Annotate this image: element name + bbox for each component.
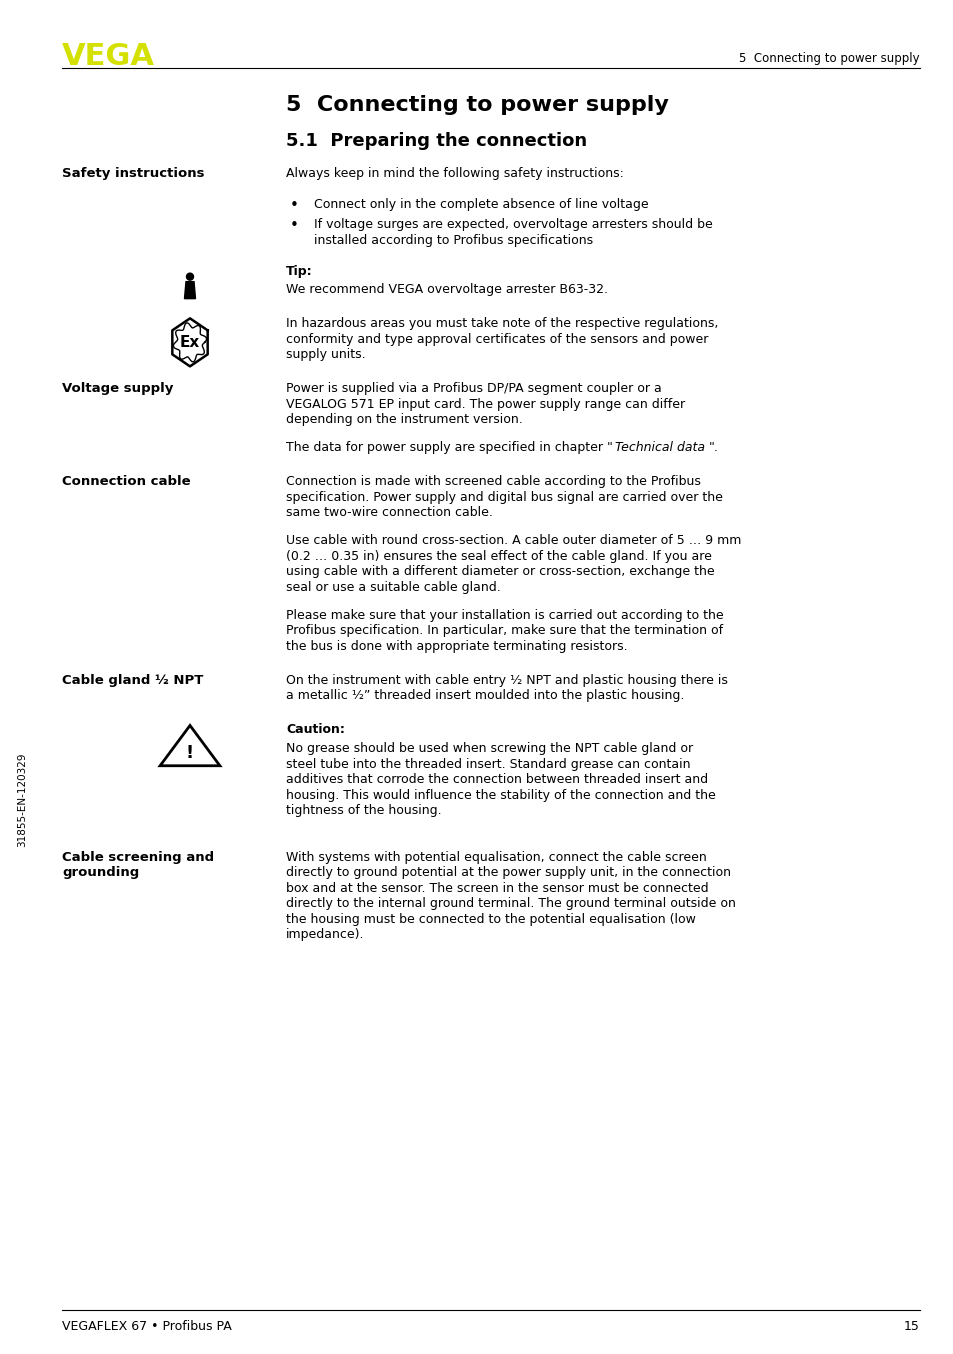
Text: Caution:: Caution: <box>286 723 345 737</box>
Text: Voltage supply: Voltage supply <box>62 382 173 395</box>
Text: 5.1  Preparing the connection: 5.1 Preparing the connection <box>286 131 586 150</box>
Text: a metallic ½” threaded insert moulded into the plastic housing.: a metallic ½” threaded insert moulded in… <box>286 689 683 703</box>
Text: box and at the sensor. The screen in the sensor must be connected: box and at the sensor. The screen in the… <box>286 881 708 895</box>
Text: No grease should be used when screwing the NPT cable gland or: No grease should be used when screwing t… <box>286 742 693 756</box>
Text: In hazardous areas you must take note of the respective regulations,: In hazardous areas you must take note of… <box>286 317 718 330</box>
Text: steel tube into the threaded insert. Standard grease can contain: steel tube into the threaded insert. Sta… <box>286 757 690 770</box>
Text: depending on the instrument version.: depending on the instrument version. <box>286 413 522 427</box>
Text: If voltage surges are expected, overvoltage arresters should be: If voltage surges are expected, overvolt… <box>314 218 712 232</box>
Text: Ex: Ex <box>180 334 200 349</box>
Text: grounding: grounding <box>62 867 139 879</box>
Text: •: • <box>290 198 298 213</box>
Text: the bus is done with appropriate terminating resistors.: the bus is done with appropriate termina… <box>286 639 627 653</box>
Text: VEGALOG 571 EP input card. The power supply range can differ: VEGALOG 571 EP input card. The power sup… <box>286 398 684 412</box>
Text: Cable gland ½ NPT: Cable gland ½ NPT <box>62 674 203 686</box>
Text: Power is supplied via a Profibus DP/PA segment coupler or a: Power is supplied via a Profibus DP/PA s… <box>286 382 661 395</box>
Polygon shape <box>184 282 195 299</box>
Text: same two-wire connection cable.: same two-wire connection cable. <box>286 506 493 520</box>
Text: housing. This would influence the stability of the connection and the: housing. This would influence the stabil… <box>286 788 715 802</box>
Text: ".: ". <box>708 441 719 455</box>
Text: !: ! <box>186 743 193 762</box>
Text: supply units.: supply units. <box>286 348 365 362</box>
Text: Use cable with round cross-section. A cable outer diameter of 5 … 9 mm: Use cable with round cross-section. A ca… <box>286 535 740 547</box>
Text: The data for power supply are specified in chapter ": The data for power supply are specified … <box>286 441 612 455</box>
Text: Please make sure that your installation is carried out according to the: Please make sure that your installation … <box>286 609 723 621</box>
Text: Profibus specification. In particular, make sure that the termination of: Profibus specification. In particular, m… <box>286 624 722 638</box>
Text: Connection cable: Connection cable <box>62 475 191 489</box>
Text: VEGA: VEGA <box>62 42 154 70</box>
Text: specification. Power supply and digital bus signal are carried over the: specification. Power supply and digital … <box>286 492 722 504</box>
Text: directly to ground potential at the power supply unit, in the connection: directly to ground potential at the powe… <box>286 867 730 879</box>
Text: Cable screening and: Cable screening and <box>62 850 213 864</box>
Text: On the instrument with cable entry ½ NPT and plastic housing there is: On the instrument with cable entry ½ NPT… <box>286 674 727 686</box>
Text: using cable with a different diameter or cross-section, exchange the: using cable with a different diameter or… <box>286 566 714 578</box>
Text: Connection is made with screened cable according to the Profibus: Connection is made with screened cable a… <box>286 475 700 489</box>
Circle shape <box>186 274 193 280</box>
Text: VEGAFLEX 67 • Profibus PA: VEGAFLEX 67 • Profibus PA <box>62 1320 232 1332</box>
Text: seal or use a suitable cable gland.: seal or use a suitable cable gland. <box>286 581 500 594</box>
Text: We recommend VEGA overvoltage arrester B63-32.: We recommend VEGA overvoltage arrester B… <box>286 283 607 297</box>
Text: directly to the internal ground terminal. The ground terminal outside on: directly to the internal ground terminal… <box>286 898 735 910</box>
Text: Tip:: Tip: <box>286 264 313 278</box>
Text: With systems with potential equalisation, connect the cable screen: With systems with potential equalisation… <box>286 850 706 864</box>
Text: 31855-EN-120329: 31855-EN-120329 <box>17 753 27 848</box>
Text: •: • <box>290 218 298 233</box>
Text: Safety instructions: Safety instructions <box>62 167 204 180</box>
Text: impedance).: impedance). <box>286 927 364 941</box>
Text: Always keep in mind the following safety instructions:: Always keep in mind the following safety… <box>286 167 623 180</box>
Text: 5  Connecting to power supply: 5 Connecting to power supply <box>739 51 919 65</box>
Text: the housing must be connected to the potential equalisation (low: the housing must be connected to the pot… <box>286 913 695 926</box>
Text: installed according to Profibus specifications: installed according to Profibus specific… <box>314 234 593 246</box>
Text: 15: 15 <box>903 1320 919 1332</box>
Text: Technical data: Technical data <box>615 441 704 455</box>
Text: additives that corrode the connection between threaded insert and: additives that corrode the connection be… <box>286 773 707 787</box>
Text: tightness of the housing.: tightness of the housing. <box>286 804 441 816</box>
Text: (0.2 … 0.35 in) ensures the seal effect of the cable gland. If you are: (0.2 … 0.35 in) ensures the seal effect … <box>286 550 711 563</box>
Text: Connect only in the complete absence of line voltage: Connect only in the complete absence of … <box>314 198 648 211</box>
Text: 5  Connecting to power supply: 5 Connecting to power supply <box>286 95 668 115</box>
Text: conformity and type approval certificates of the sensors and power: conformity and type approval certificate… <box>286 333 708 345</box>
